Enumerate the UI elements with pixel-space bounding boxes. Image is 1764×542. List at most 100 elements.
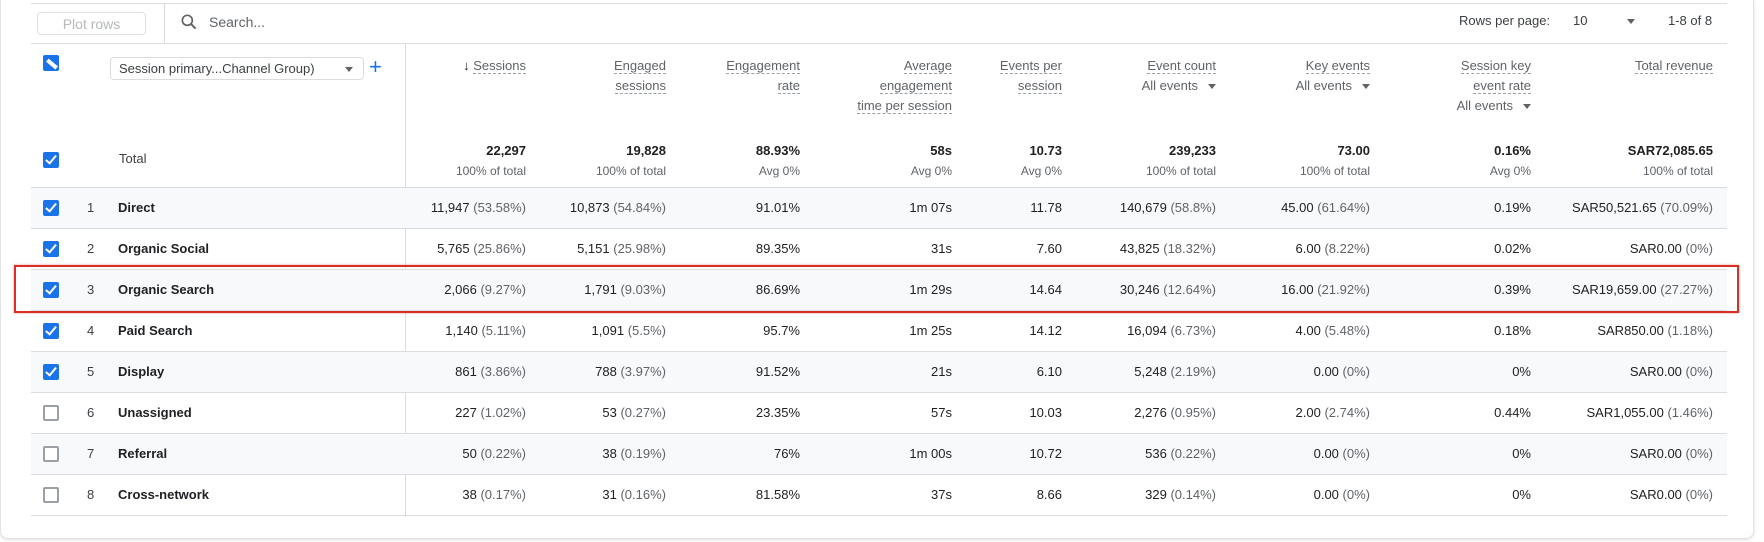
row-checkbox[interactable]: [43, 323, 59, 339]
cell-percent: (9.27%): [480, 282, 526, 297]
cell-percent: (0%): [1342, 446, 1370, 461]
table-cell: 5,151 (25.98%): [577, 229, 666, 269]
table-row[interactable]: 3 Organic Search 2,066 (9.27%) 1,791 (9.03%…: [31, 270, 1727, 311]
divider: [31, 187, 1727, 188]
cell-value: 31s: [931, 241, 952, 256]
total-value: SAR72,085.65: [1627, 143, 1713, 158]
chevron-down-icon: [1362, 84, 1370, 90]
table-row[interactable]: 4 Paid Search 1,140 (5.11%) 1,091 (5.5%) 95.…: [31, 311, 1727, 352]
plus-icon[interactable]: +: [369, 54, 382, 79]
table-row[interactable]: 7 Referral 50 (0.22%) 38 (0.19%) 76% 1m 00s 10…: [31, 434, 1727, 475]
cell-percent: (58.8%): [1170, 200, 1216, 215]
row-checkbox[interactable]: [43, 200, 59, 216]
table-row[interactable]: 5 Display 861 (3.86%) 788 (3.97%) 91.52% 21s 6…: [31, 352, 1727, 393]
table-cell: 10.72: [1029, 434, 1062, 474]
row-index: 1: [87, 200, 95, 215]
cell-value: 21s: [931, 364, 952, 379]
cell-percent: (6.73%): [1170, 323, 1216, 338]
cell-value: 0.39%: [1494, 282, 1531, 297]
cell-percent: (0%): [1342, 487, 1370, 502]
row-index: 8: [87, 487, 95, 502]
column-header-total-revenue[interactable]: Total revenue: [1634, 56, 1713, 76]
total-value: 19,828: [626, 143, 666, 158]
column-header-key-events[interactable]: Key events All events: [1296, 56, 1370, 96]
table-cell: 536 (0.22%): [1145, 434, 1216, 474]
divider: [164, 3, 165, 43]
column-header-average-engagement-time-per-session[interactable]: Average engagement time per session: [857, 56, 952, 116]
cell-percent: (0.27%): [620, 405, 666, 420]
cell-percent: (1.46%): [1667, 405, 1713, 420]
table-cell: 0.19%: [1494, 188, 1531, 228]
total-checkbox[interactable]: [43, 152, 59, 168]
search-input[interactable]: [209, 12, 609, 32]
table-row[interactable]: 8 Cross-network 38 (0.17%) 31 (0.16%) 81.58%…: [31, 475, 1727, 516]
table-cell: SAR0.00 (0%): [1630, 352, 1713, 392]
table-cell: 1,791 (9.03%): [584, 270, 666, 310]
dimension-selector[interactable]: Session primary...Channel Group): [110, 57, 364, 80]
table-cell: 329 (0.14%): [1145, 475, 1216, 515]
event-filter-select[interactable]: All events: [1296, 76, 1370, 96]
total-value: 0.16%: [1494, 143, 1531, 158]
rows-per-page-label: Rows per page:: [1459, 13, 1551, 28]
chevron-down-icon: [345, 67, 353, 72]
column-header-line: ↓ Sessions: [463, 56, 526, 76]
cell-value: 11,947: [430, 200, 470, 215]
cell-value: 2,066: [444, 282, 477, 297]
column-header-engagement-rate[interactable]: Engagement rate: [726, 56, 800, 96]
table-row[interactable]: 2 Organic Social 5,765 (25.86%) 5,151 (25.9…: [31, 229, 1727, 270]
cell-value: 2,276: [1134, 405, 1167, 420]
row-checkbox[interactable]: [43, 405, 59, 421]
cell-value: 227: [455, 405, 477, 420]
column-header-text: Event count: [1147, 58, 1216, 74]
table-cell: 81.58%: [756, 475, 800, 515]
cell-value: SAR0.00: [1629, 364, 1682, 379]
row-checkbox[interactable]: [43, 487, 59, 503]
table-cell: 8.66: [1037, 475, 1062, 515]
cell-value: 6.10: [1036, 364, 1062, 379]
row-label: Referral: [118, 446, 168, 461]
column-header-engaged-sessions[interactable]: Engaged sessions: [613, 56, 666, 96]
column-header-sessions[interactable]: ↓ Sessions: [463, 56, 526, 76]
plot-rows-button[interactable]: Plot rows: [37, 12, 146, 35]
table-cell: 1,091 (5.5%): [592, 311, 666, 351]
rows-per-page-select[interactable]: 10: [1573, 13, 1643, 28]
chevron-down-icon: [1208, 84, 1216, 90]
column-header-events-per-session[interactable]: Events per session: [999, 56, 1062, 96]
column-header-text: Engaged: [613, 58, 666, 74]
table-cell: 16,094 (6.73%): [1127, 311, 1216, 351]
total-value: 239,233: [1169, 143, 1216, 158]
cell-value: 1m 29s: [909, 282, 952, 297]
cell-value: 91.01%: [755, 200, 800, 215]
row-checkbox[interactable]: [43, 446, 59, 462]
column-header-session-key-event-rate[interactable]: Session key event rate All events: [1457, 56, 1531, 116]
select-all-checkbox[interactable]: [43, 55, 59, 71]
cell-value: 16,094: [1127, 323, 1167, 338]
column-header-text: time per session: [857, 98, 952, 114]
total-subtext: 100% of total: [595, 164, 666, 178]
table-cell: 91.01%: [756, 188, 800, 228]
row-checkbox[interactable]: [43, 282, 59, 298]
cell-value: 16.00: [1281, 282, 1314, 297]
cell-value: 8.66: [1036, 487, 1062, 502]
row-checkbox[interactable]: [43, 364, 59, 380]
table-cell: 0.00 (0%): [1314, 434, 1370, 474]
sort-arrow-down-icon[interactable]: ↓: [463, 58, 474, 73]
cell-value: 1m 00s: [909, 446, 952, 461]
table-row[interactable]: 1 Direct 11,947 (53.58%) 10,873 (54.84%) 91.…: [31, 188, 1727, 229]
search-icon: [181, 14, 197, 30]
event-filter-select[interactable]: All events: [1142, 76, 1216, 96]
cell-value: 45.00: [1281, 200, 1314, 215]
cell-value: 57s: [931, 405, 952, 420]
cell-value: 50: [462, 446, 477, 461]
pagination-range: 1-8 of 8: [1668, 13, 1713, 28]
table-cell: 0.39%: [1494, 270, 1531, 310]
column-header-event-count[interactable]: Event count All events: [1142, 56, 1216, 96]
cell-value: 5,765: [437, 241, 470, 256]
table-cell: 23.35%: [756, 393, 800, 433]
row-checkbox[interactable]: [43, 241, 59, 257]
table-cell: 50 (0.22%): [462, 434, 526, 474]
event-filter-select[interactable]: All events: [1457, 96, 1531, 116]
table-row[interactable]: 6 Unassigned 227 (1.02%) 53 (0.27%) 23.35% 57…: [31, 393, 1727, 434]
table-cell: 7.60: [1037, 229, 1062, 269]
total-value: 58s: [930, 143, 952, 158]
